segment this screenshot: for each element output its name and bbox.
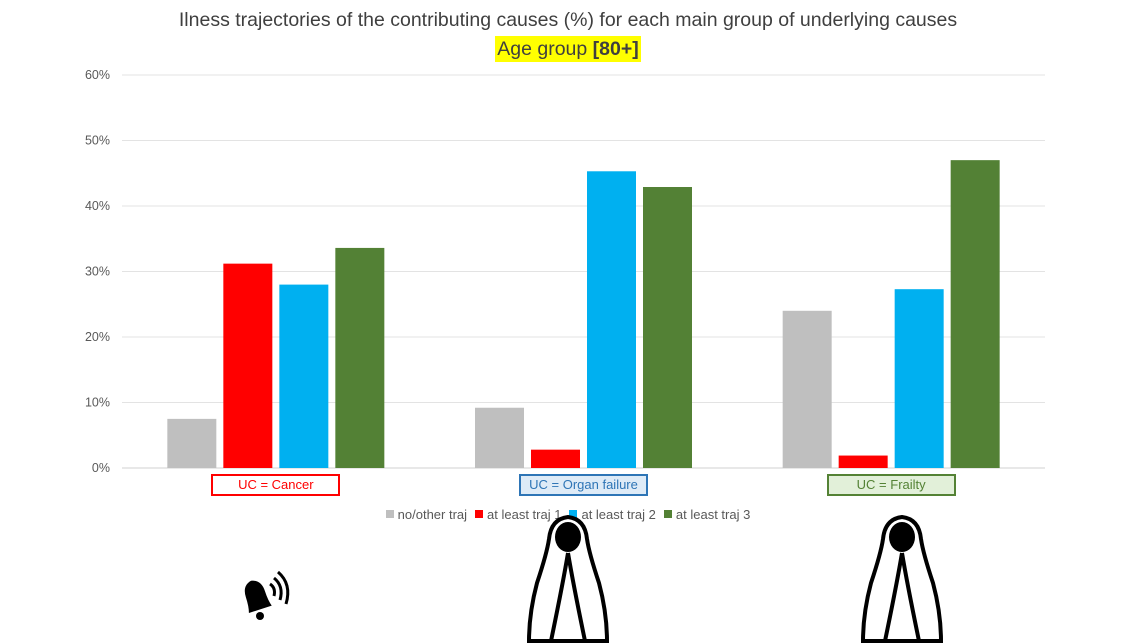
- bell-icon: [244, 570, 290, 620]
- bar: [279, 284, 329, 468]
- legend-swatch: [475, 510, 484, 518]
- bar: [167, 418, 217, 468]
- legend-swatch: [385, 510, 394, 518]
- legend-item: at least traj 2: [569, 507, 656, 522]
- hooded-figure-icon: [526, 514, 610, 643]
- category-label: UC = Organ failure: [519, 474, 648, 496]
- bar: [950, 160, 1000, 468]
- legend: no/other traj at least traj 1 at least tra…: [0, 507, 1136, 522]
- y-tick-label: 20%: [85, 330, 110, 344]
- chart-subtitle: Age group [80+]: [495, 36, 641, 62]
- y-tick-label: 40%: [85, 199, 110, 213]
- y-tick-label: 60%: [85, 68, 110, 82]
- legend-label: at least traj 3: [675, 507, 751, 522]
- category-label: UC = Frailty: [826, 474, 956, 496]
- bar: [643, 187, 692, 468]
- bar: [782, 310, 832, 468]
- legend-label: at least traj 1: [487, 507, 562, 522]
- legend-swatch: [569, 510, 578, 518]
- bar: [531, 449, 580, 468]
- bar: [838, 455, 888, 468]
- y-tick-label: 0%: [92, 461, 110, 475]
- legend-swatch: [663, 510, 672, 518]
- legend-item: at least traj 3: [663, 507, 751, 522]
- bar: [475, 407, 524, 468]
- chart-title: Ilness trajectories of the contributing …: [178, 9, 958, 31]
- category-label: UC = Cancer: [211, 474, 341, 496]
- bar: [587, 171, 636, 468]
- bar: [223, 263, 273, 468]
- hooded-figure-icon: [860, 514, 944, 643]
- bar: [894, 289, 944, 468]
- bar: [335, 247, 385, 468]
- legend-item: at least traj 1: [475, 507, 561, 522]
- legend-label: at least traj 2: [581, 507, 656, 522]
- y-tick-label: 10%: [85, 396, 110, 410]
- y-tick-label: 30%: [85, 265, 110, 279]
- legend-item: no/other traj: [385, 507, 468, 522]
- legend-label: no/other traj: [397, 507, 468, 522]
- y-tick-label: 50%: [85, 134, 110, 148]
